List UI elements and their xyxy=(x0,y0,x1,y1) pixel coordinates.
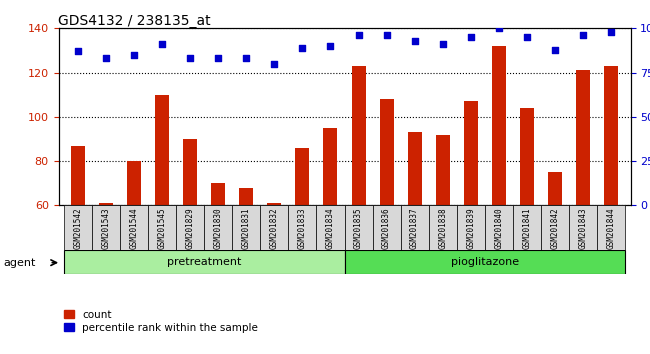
Text: GSM201838: GSM201838 xyxy=(438,207,447,249)
Bar xyxy=(148,205,176,250)
Bar xyxy=(92,205,120,250)
Point xyxy=(578,33,588,38)
Bar xyxy=(289,205,317,250)
Point xyxy=(465,34,476,40)
Text: GSM201832: GSM201832 xyxy=(270,207,279,249)
Point xyxy=(213,56,224,61)
Point xyxy=(325,43,335,49)
Bar xyxy=(576,70,590,338)
Bar xyxy=(520,108,534,338)
Bar xyxy=(463,101,478,338)
Text: agent: agent xyxy=(3,258,36,268)
Point xyxy=(297,45,307,51)
Legend: count, percentile rank within the sample: count, percentile rank within the sample xyxy=(64,310,258,333)
Text: GSM201835: GSM201835 xyxy=(354,207,363,249)
Point xyxy=(269,61,280,67)
Bar xyxy=(261,205,289,250)
Bar xyxy=(380,99,393,338)
Bar xyxy=(344,205,372,250)
Text: GSM201834: GSM201834 xyxy=(326,207,335,249)
Bar xyxy=(99,203,113,338)
Bar xyxy=(569,205,597,250)
Bar xyxy=(64,205,92,250)
Point xyxy=(550,47,560,52)
Point xyxy=(606,29,616,35)
Text: GSM201543: GSM201543 xyxy=(101,207,111,249)
Bar xyxy=(485,205,513,250)
Point xyxy=(493,25,504,31)
Bar xyxy=(513,205,541,250)
Bar xyxy=(317,205,345,250)
Bar xyxy=(120,205,148,250)
Text: GSM201840: GSM201840 xyxy=(494,207,503,249)
Bar xyxy=(457,205,485,250)
Point xyxy=(241,56,252,61)
Text: GSM201837: GSM201837 xyxy=(410,207,419,249)
Bar xyxy=(324,128,337,338)
Text: GSM201544: GSM201544 xyxy=(130,207,138,249)
Bar xyxy=(239,188,254,338)
Bar xyxy=(155,95,169,338)
Text: pretreatment: pretreatment xyxy=(167,257,242,267)
Point xyxy=(437,41,448,47)
Text: GSM201545: GSM201545 xyxy=(158,207,167,249)
Text: GSM201843: GSM201843 xyxy=(578,207,588,249)
Bar xyxy=(267,203,281,338)
Text: GSM201830: GSM201830 xyxy=(214,207,223,249)
Text: GSM201844: GSM201844 xyxy=(606,207,616,249)
Bar xyxy=(71,145,85,338)
Bar xyxy=(176,205,204,250)
Bar xyxy=(400,205,428,250)
Bar xyxy=(548,172,562,338)
Text: GSM201542: GSM201542 xyxy=(73,207,83,249)
Point xyxy=(185,56,196,61)
Bar xyxy=(597,205,625,250)
Bar xyxy=(428,205,457,250)
Bar xyxy=(211,183,226,338)
Bar xyxy=(541,205,569,250)
Bar xyxy=(296,148,309,338)
Text: GDS4132 / 238135_at: GDS4132 / 238135_at xyxy=(58,14,211,28)
Bar xyxy=(204,205,232,250)
Bar xyxy=(372,205,400,250)
Bar xyxy=(436,135,450,338)
Bar xyxy=(352,66,365,338)
Point xyxy=(521,34,532,40)
Text: GSM201842: GSM201842 xyxy=(551,207,559,249)
Text: GSM201836: GSM201836 xyxy=(382,207,391,249)
Bar xyxy=(408,132,422,338)
Point xyxy=(157,41,168,47)
Bar xyxy=(232,205,261,250)
Bar xyxy=(344,250,625,274)
Text: GSM201841: GSM201841 xyxy=(522,207,531,249)
Text: pioglitazone: pioglitazone xyxy=(450,257,519,267)
Text: GSM201833: GSM201833 xyxy=(298,207,307,249)
Text: GSM201839: GSM201839 xyxy=(466,207,475,249)
Point xyxy=(73,48,83,54)
Point xyxy=(354,33,364,38)
Text: GSM201829: GSM201829 xyxy=(186,207,195,249)
Point xyxy=(382,33,392,38)
Bar xyxy=(64,250,345,274)
Bar xyxy=(491,46,506,338)
Bar xyxy=(604,66,618,338)
Bar xyxy=(183,139,198,338)
Point xyxy=(101,56,111,61)
Point xyxy=(410,38,420,44)
Point xyxy=(129,52,139,58)
Text: GSM201831: GSM201831 xyxy=(242,207,251,249)
Bar xyxy=(127,161,141,338)
